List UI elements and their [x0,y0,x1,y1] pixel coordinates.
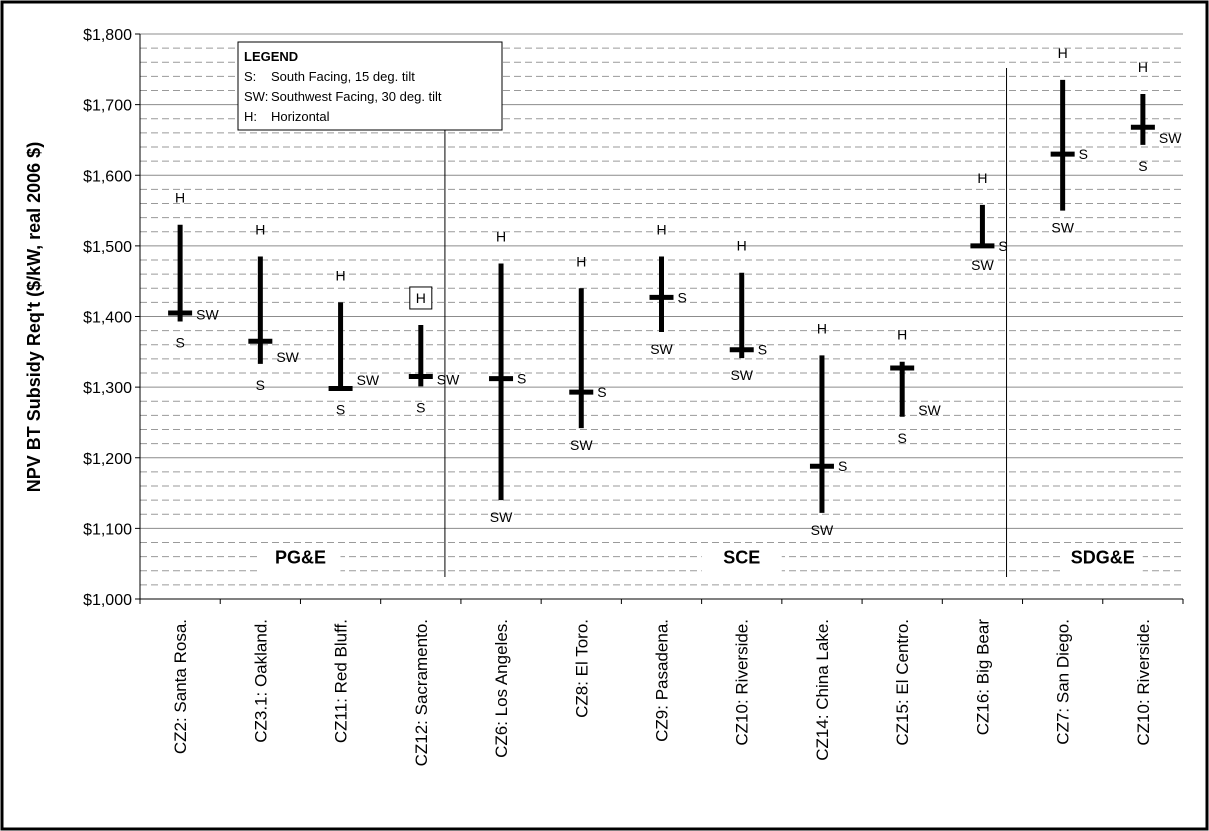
sw-label: SW [1159,130,1182,146]
h-label: H [897,327,907,343]
x-tick-label: CZ2: Santa Rosa. [171,619,190,754]
h-label: H [496,229,506,245]
s-label: S [336,402,345,418]
sw-label: SW [650,341,673,357]
x-tick-label: CZ8: El Toro. [572,619,591,718]
s-label: S [597,384,606,400]
h-label: H [576,253,586,269]
utility-label-bg [701,545,782,572]
h-label: H [1138,59,1148,75]
s-label: S [175,334,184,350]
y-tick-label: $1,100 [83,521,132,538]
legend-key-sw: SW: [244,89,268,104]
x-tick-label: CZ14: China Lake. [813,619,832,761]
h-label: H [416,290,426,306]
s-label: S [416,399,425,415]
axes: $1,000 $1,100 $1,200 $1,300 $1,400 $1,500 $1,6… [83,27,1184,766]
x-tick-label: CZ6: Los Angeles. [492,619,511,758]
legend-key-s: S: [244,69,256,84]
h-label: H [656,221,666,237]
legend-text-h: Horizontal [271,109,330,124]
sw-label: SW [357,372,380,388]
sw-label: SW [276,349,299,365]
s-label: S [1079,146,1088,162]
sw-label: SW [918,402,941,418]
y-tick-label: $1,600 [83,168,132,185]
x-tick-label: CZ10: Riverside. [1134,619,1153,746]
s-label: S [758,342,767,358]
x-tick-label: CZ10: Riverside. [733,619,752,746]
h-label: H [336,267,346,283]
x-tick-label: CZ3.1: Oakland. [251,619,270,743]
utility-label-bg [260,545,341,572]
utility-labels: PG&E SCE SDG&E [260,545,1143,572]
sw-label: SW [1051,220,1074,236]
s-label: S [517,371,526,387]
legend: LEGEND S: South Facing, 15 deg. tilt SW:… [237,41,503,131]
s-label: S [898,430,907,446]
point-labels: HSSWHSSWHSSWHSSWHSSWHSSWHSSWHSSWHSSWHSSW… [175,45,1182,538]
legend-key-h: H: [244,109,257,124]
sw-label: SW [196,306,219,322]
h-label: H [1058,45,1068,61]
group-dividers [444,68,1008,577]
h-label: H [255,221,265,237]
sw-label: SW [437,371,460,387]
s-label: S [838,458,847,474]
sw-label: SW [971,257,994,273]
utility-label: PG&E [275,548,326,568]
sw-label: SW [730,367,753,383]
x-tick-label: CZ9: Pasadena. [653,619,672,742]
y-tick-label: $1,500 [83,239,132,256]
x-tick-label: CZ12: Sacramento. [412,619,431,766]
x-tick-label: CZ7: San Diego. [1054,619,1073,745]
x-tick-label: CZ15: El Centro. [893,619,912,746]
s-label: S [998,238,1007,254]
s-label: S [1138,158,1147,174]
utility-label: SDG&E [1071,548,1135,568]
utility-label-bg [1062,545,1143,572]
y-tick-label: $1,000 [83,592,132,609]
y-tick-label: $1,300 [83,380,132,397]
sw-label: SW [811,522,834,538]
y-axis-title: NPV BT Subsidy Req't ($/kW, real 2006 $) [24,142,44,492]
y-tick-label: $1,800 [83,27,132,44]
y-tick-label: $1,200 [83,451,132,468]
s-label: S [256,377,265,393]
y-tick-label: $1,400 [83,310,132,327]
sw-label: SW [490,509,513,525]
sw-label: SW [570,437,593,453]
legend-title: LEGEND [244,49,298,64]
h-label: H [175,190,185,206]
h-label-box [409,286,433,310]
ranges [168,79,1155,513]
x-tick-label: CZ16: Big Bear [973,619,992,736]
legend-text-sw: Southwest Facing, 30 deg. tilt [271,89,442,104]
legend-box [237,41,503,131]
utility-label: SCE [723,548,760,568]
h-label: H [737,238,747,254]
y-tick-label: $1,700 [83,98,132,115]
h-label: H [817,320,827,336]
h-label: H [977,170,987,186]
legend-text-s: South Facing, 15 deg. tilt [271,69,415,84]
x-tick-label: CZ11: Red Bluff. [332,619,351,743]
s-label: S [678,289,687,305]
